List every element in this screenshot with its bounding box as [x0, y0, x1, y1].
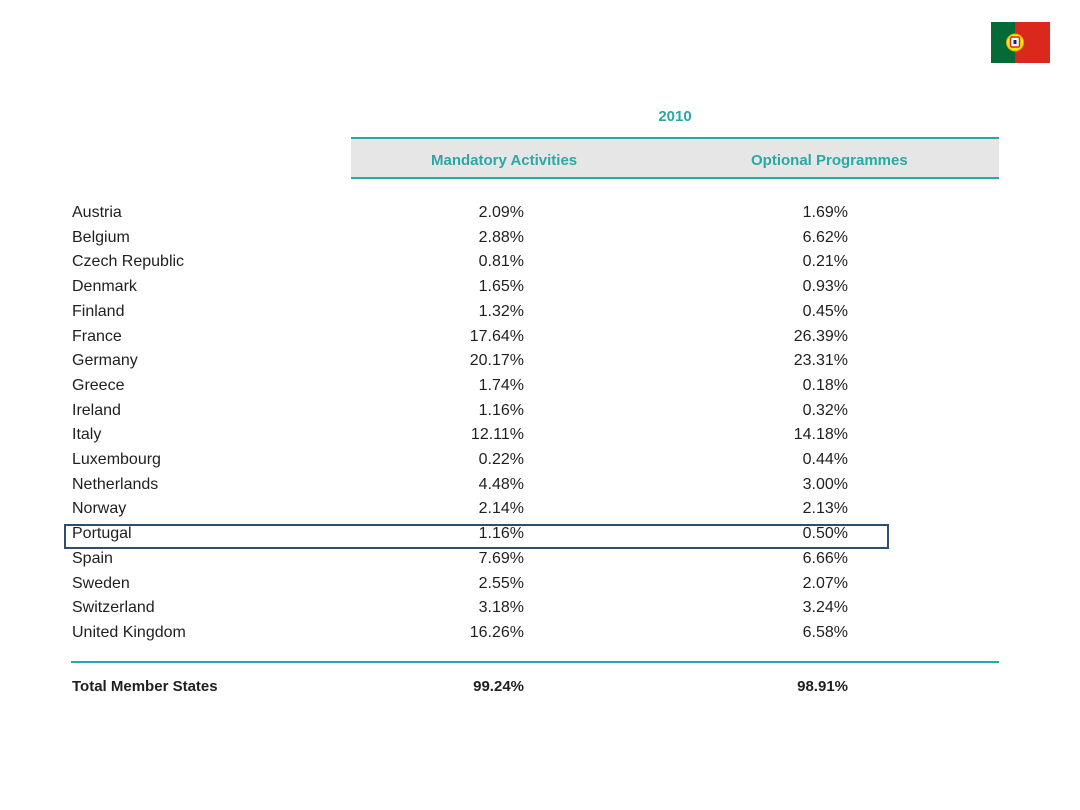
country-cell: Ireland — [72, 401, 121, 419]
optional-cell: 1.69% — [802, 204, 848, 221]
table-row: Portugal 1.16% 0.50% — [0, 523, 1080, 548]
optional-cell: 0.45% — [802, 302, 848, 320]
optional-cell: 0.21% — [802, 253, 848, 271]
country-cell: Belgium — [72, 228, 130, 246]
country-cell: France — [72, 327, 122, 345]
mandatory-cell: 1.65% — [478, 278, 524, 296]
mandatory-cell: 7.69% — [478, 549, 524, 567]
table-row: Finland 1.32% 0.45% — [0, 301, 1080, 326]
optional-cell: 0.18% — [802, 376, 848, 394]
mandatory-cell: 4.48% — [478, 475, 524, 493]
year-label: 2010 — [658, 108, 692, 125]
country-cell: Switzerland — [72, 599, 155, 617]
total-divider — [71, 661, 999, 663]
optional-cell: 6.62% — [802, 228, 848, 246]
table-row: Spain 7.69% 6.66% — [0, 548, 1080, 573]
portugal-highlight-box — [64, 524, 889, 549]
mandatory-cell: 17.64% — [469, 327, 524, 345]
mandatory-cell: 0.22% — [478, 451, 524, 468]
table-row: Belgium 2.88% 6.62% — [0, 227, 1080, 252]
table-row: Switzerland 3.18% 3.24% — [0, 597, 1080, 622]
country-cell: Sweden — [72, 574, 130, 592]
total-row: Total Member States 99.24% 98.91% — [0, 676, 1080, 701]
mandatory-cell: 1.16% — [478, 401, 524, 419]
optional-cell: 0.93% — [802, 278, 848, 296]
table-row: Czech Republic 0.81% 0.21% — [0, 251, 1080, 276]
country-cell: United Kingdom — [72, 623, 186, 641]
table-row: Germany 20.17% 23.31% — [0, 350, 1080, 375]
optional-cell: 6.66% — [802, 549, 848, 567]
table-header: Mandatory Activities Optional Programmes — [351, 137, 999, 179]
table-row: Austria 2.09% 1.69% — [0, 202, 1080, 227]
optional-cell: 3.24% — [802, 599, 848, 617]
optional-cell: 0.44% — [802, 451, 848, 468]
country-cell: Austria — [72, 204, 122, 221]
country-cell: Portugal — [72, 525, 132, 543]
country-cell: Luxembourg — [72, 451, 161, 468]
table-row: Denmark 1.65% 0.93% — [0, 276, 1080, 301]
table-row: Greece 1.74% 0.18% — [0, 375, 1080, 400]
table-row: Sweden 2.55% 2.07% — [0, 573, 1080, 598]
country-cell: Netherlands — [72, 475, 159, 493]
table-row: France 17.64% 26.39% — [0, 326, 1080, 351]
total-optional: 98.91% — [797, 678, 848, 695]
optional-cell: 2.07% — [802, 574, 848, 592]
mandatory-cell: 2.88% — [478, 228, 524, 246]
optional-cell: 0.50% — [802, 525, 848, 543]
mandatory-cell: 3.18% — [478, 599, 524, 617]
country-cell: Norway — [72, 500, 127, 518]
optional-cell: 2.13% — [802, 500, 848, 518]
mandatory-cell: 2.55% — [478, 574, 524, 592]
country-cell: Denmark — [72, 278, 137, 296]
total-label: Total Member States — [72, 678, 218, 695]
mandatory-cell: 0.81% — [478, 253, 524, 271]
country-cell: Greece — [72, 376, 125, 394]
optional-cell: 26.39% — [793, 327, 848, 345]
table-row: Netherlands 4.48% 3.00% — [0, 474, 1080, 499]
optional-cell: 23.31% — [793, 352, 848, 370]
table-row: Norway 2.14% 2.13% — [0, 498, 1080, 523]
portugal-flag-icon — [991, 22, 1050, 63]
mandatory-cell: 12.11% — [470, 426, 524, 444]
optional-cell: 6.58% — [802, 623, 848, 641]
table-row: Ireland 1.16% 0.32% — [0, 400, 1080, 425]
mandatory-cell: 1.32% — [478, 302, 524, 320]
column-header-optional: Optional Programmes — [751, 152, 908, 169]
country-cell: Finland — [72, 302, 125, 320]
column-header-mandatory: Mandatory Activities — [431, 152, 578, 169]
mandatory-cell: 1.16% — [478, 525, 524, 543]
country-cell: Spain — [72, 549, 113, 567]
country-cell: Czech Republic — [72, 253, 185, 271]
mandatory-cell: 2.09% — [478, 204, 524, 221]
table-row: Italy 12.11% 14.18% — [0, 424, 1080, 449]
mandatory-cell: 16.26% — [469, 623, 524, 641]
total-mandatory: 99.24% — [473, 678, 524, 695]
mandatory-cell: 20.17% — [469, 352, 524, 370]
country-cell: Germany — [72, 352, 138, 370]
country-cell: Italy — [72, 426, 102, 444]
optional-cell: 0.32% — [802, 401, 848, 419]
table-row: United Kingdom 16.26% 6.58% — [0, 622, 1080, 647]
mandatory-cell: 1.74% — [478, 376, 524, 394]
optional-cell: 3.00% — [802, 475, 848, 493]
optional-cell: 14.18% — [793, 426, 848, 444]
table-row: Luxembourg 0.22% 0.44% — [0, 449, 1080, 474]
mandatory-cell: 2.14% — [478, 500, 524, 518]
